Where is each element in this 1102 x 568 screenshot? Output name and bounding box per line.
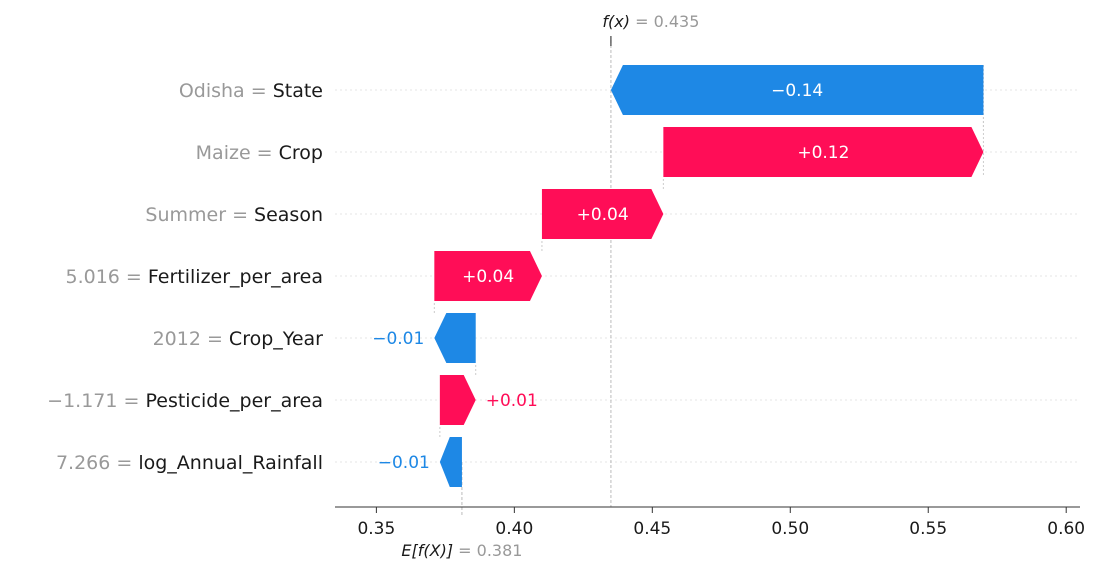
waterfall-bar bbox=[541, 189, 664, 239]
x-tick-label: 0.60 bbox=[1047, 519, 1085, 539]
feature-name: Fertilizer_per_area bbox=[148, 266, 323, 288]
x-tick-label: 0.50 bbox=[771, 519, 809, 539]
feature-label: Summer = Season bbox=[145, 204, 323, 226]
x-tick-label: 0.45 bbox=[633, 519, 671, 539]
feature-label: 7.266 = log_Annual_Rainfall bbox=[56, 452, 323, 474]
bar-value-label: −0.14 bbox=[771, 81, 823, 101]
fx-label: f(x) = 0.435 bbox=[602, 12, 699, 31]
efx-prefix: E[f(X)] bbox=[401, 541, 453, 560]
waterfall-bar bbox=[439, 375, 476, 425]
x-tick-label: 0.40 bbox=[495, 519, 533, 539]
efx-label: E[f(X)] = 0.381 bbox=[401, 541, 522, 560]
efx-value: = 0.381 bbox=[453, 541, 522, 560]
feature-value: −1.171 = bbox=[47, 390, 145, 412]
waterfall-bar bbox=[434, 313, 476, 363]
feature-label: 2012 = Crop_Year bbox=[153, 328, 324, 350]
feature-name: Season bbox=[254, 204, 323, 226]
waterfall-bar bbox=[439, 437, 462, 487]
feature-label: 5.016 = Fertilizer_per_area bbox=[66, 266, 324, 288]
feature-value: Summer = bbox=[145, 204, 254, 226]
feature-value: 2012 = bbox=[153, 328, 229, 350]
fx-value: = 0.435 bbox=[630, 12, 699, 31]
feature-value: 7.266 = bbox=[56, 452, 138, 474]
fx-annotation: f(x) = 0.435 bbox=[602, 12, 699, 46]
feature-labels: Odisha = State Maize = Crop Summer = Seaso… bbox=[47, 80, 323, 474]
feature-label: −1.171 = Pesticide_per_area bbox=[47, 390, 323, 412]
reference-lines bbox=[433, 40, 984, 515]
waterfall-bar bbox=[663, 127, 984, 177]
x-tick-label: 0.35 bbox=[357, 519, 395, 539]
bar-value-label: +0.12 bbox=[797, 143, 849, 163]
feature-value: 5.016 = bbox=[66, 266, 148, 288]
feature-value: Maize = bbox=[196, 142, 279, 164]
feature-name: Crop_Year bbox=[229, 328, 323, 350]
feature-label: Maize = Crop bbox=[196, 142, 323, 164]
feature-value: Odisha = bbox=[179, 80, 273, 102]
feature-name: State bbox=[273, 80, 323, 102]
bars: −0.14 +0.12 +0.04 +0.04 −0.01 +0.01 −0.01 bbox=[372, 65, 984, 487]
x-tick-label: 0.55 bbox=[909, 519, 947, 539]
waterfall-bar bbox=[434, 251, 542, 301]
bar-value-label: +0.04 bbox=[577, 205, 629, 225]
bar-value-label: −0.01 bbox=[372, 329, 424, 349]
feature-label: Odisha = State bbox=[179, 80, 323, 102]
feature-name: log_Annual_Rainfall bbox=[138, 452, 323, 474]
bar-value-label: +0.01 bbox=[486, 391, 538, 411]
waterfall-bar bbox=[610, 65, 984, 115]
x-axis: 0.35 0.40 0.45 0.50 0.55 0.60 E[f(X)] = 0.381 bbox=[335, 506, 1085, 560]
feature-name: Pesticide_per_area bbox=[145, 390, 323, 412]
bar-value-label: +0.04 bbox=[462, 267, 514, 287]
feature-name: Crop bbox=[279, 142, 323, 164]
bar-value-label: −0.01 bbox=[378, 453, 430, 473]
fx-prefix: f(x) bbox=[602, 12, 630, 31]
